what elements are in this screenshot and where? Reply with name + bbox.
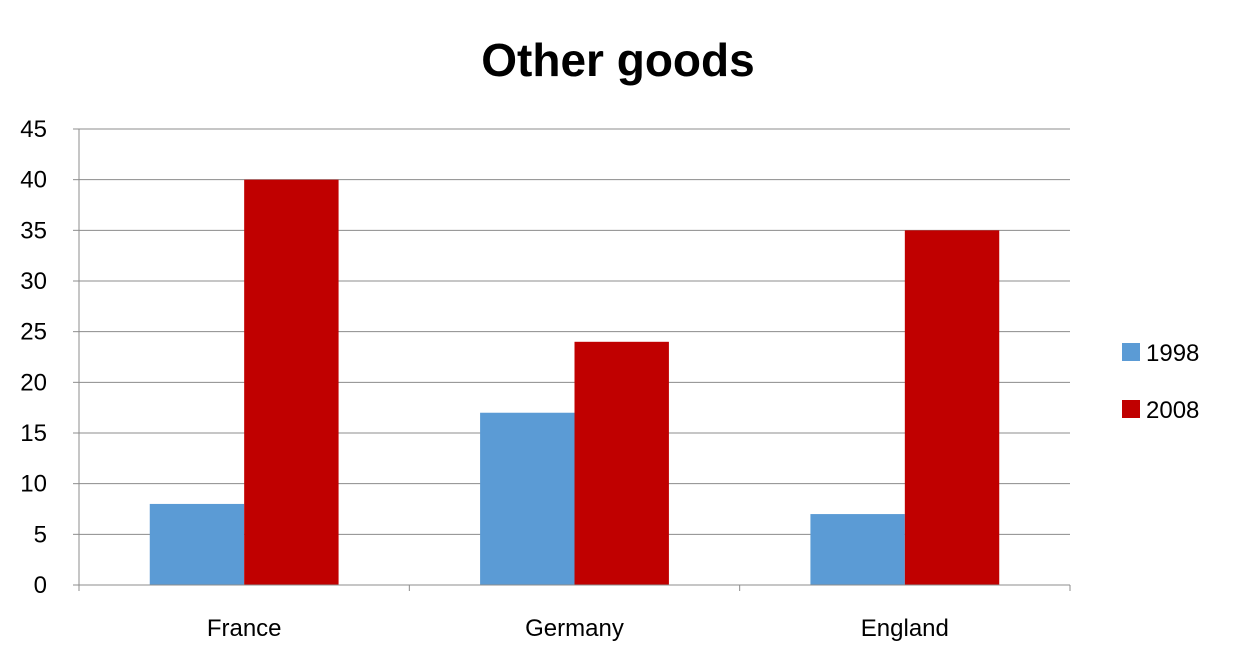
bar xyxy=(810,514,905,585)
x-category-label: Germany xyxy=(525,615,624,642)
y-tick-label: 35 xyxy=(20,217,47,244)
y-tick-label: 45 xyxy=(20,116,47,143)
chart-title: Other goods xyxy=(481,34,754,86)
legend-label: 1998 xyxy=(1146,340,1199,367)
x-category-label: France xyxy=(207,615,282,642)
bars xyxy=(149,179,1000,586)
legend: 1998 2008 xyxy=(1122,340,1199,424)
y-tick-label: 20 xyxy=(20,369,47,396)
legend-swatch xyxy=(1122,343,1140,361)
bar xyxy=(480,412,575,585)
y-tick-label: 15 xyxy=(20,420,47,447)
legend-label: 2008 xyxy=(1146,397,1199,424)
x-category-label: England xyxy=(861,615,949,642)
bar xyxy=(244,179,339,585)
axes: 0 5 10 15 20 25 30 35 40 45 France Germany England xyxy=(20,116,1071,642)
y-tick-label: 30 xyxy=(20,268,47,295)
bar xyxy=(574,341,669,585)
y-tick-label: 5 xyxy=(34,521,47,548)
bar xyxy=(904,230,1000,586)
y-tick-label: 40 xyxy=(20,167,47,194)
bar xyxy=(149,503,245,585)
legend-swatch xyxy=(1122,400,1140,418)
y-tick-label: 0 xyxy=(34,572,47,599)
y-tick-label: 25 xyxy=(20,319,47,346)
y-tick-label: 10 xyxy=(20,471,47,498)
